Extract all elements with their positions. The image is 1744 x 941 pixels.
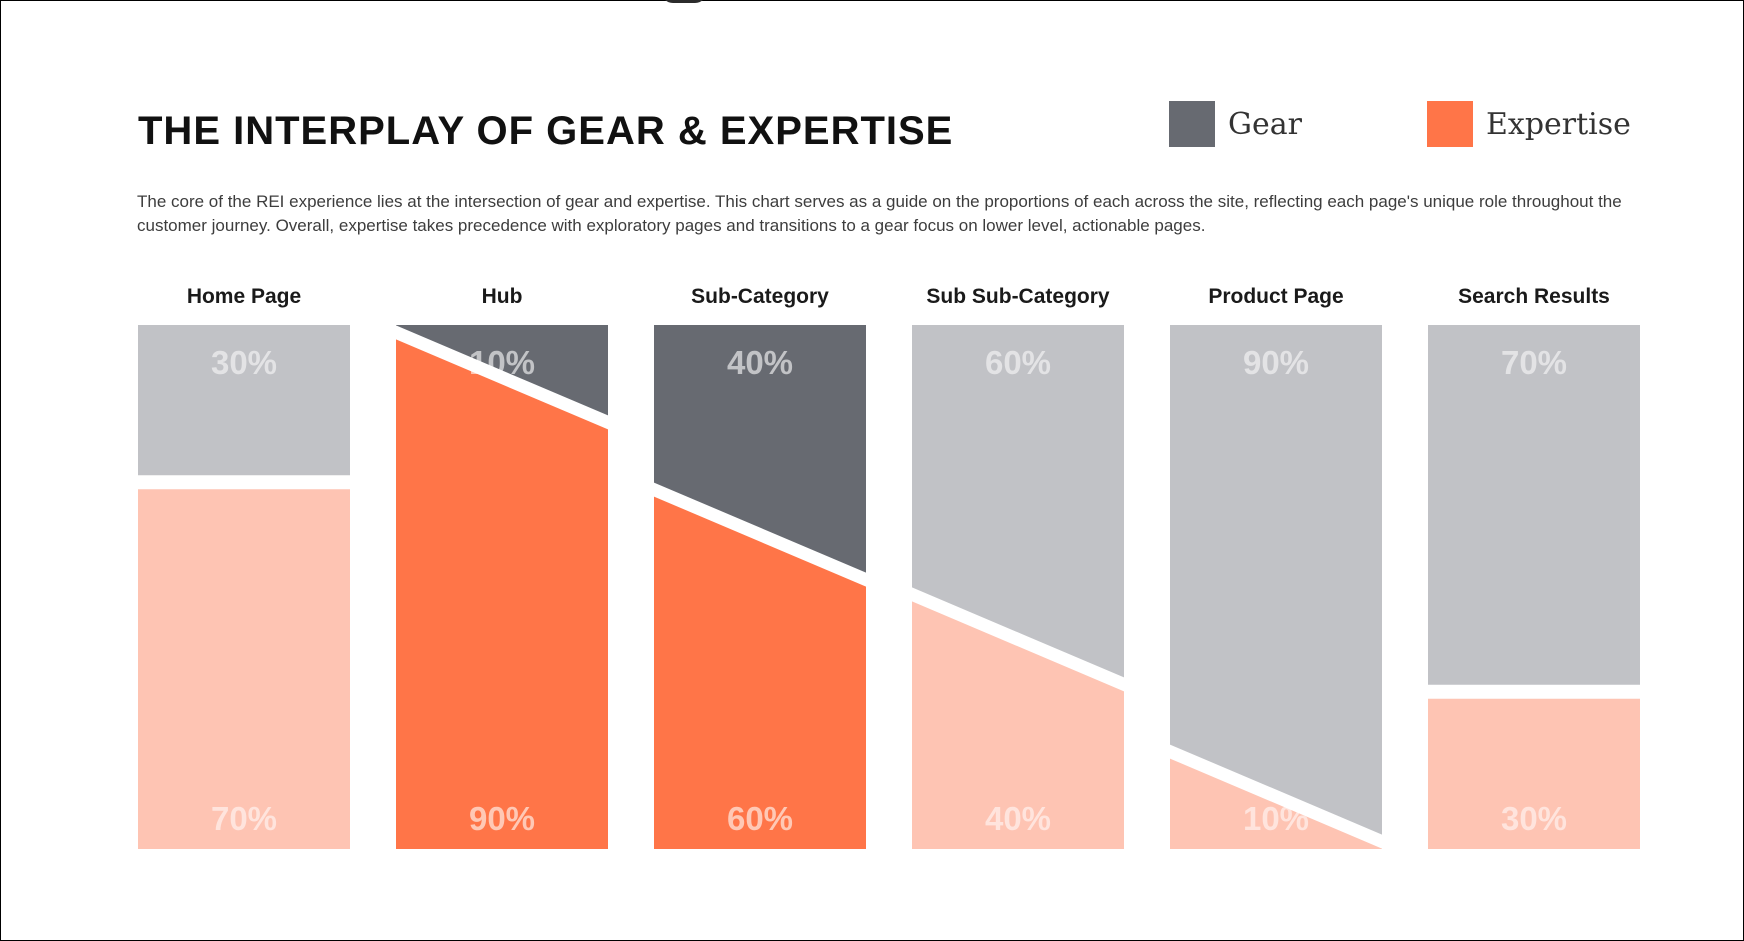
value-label-expertise-sub-category: 60% bbox=[727, 800, 793, 837]
bar-gear-sub-sub-category bbox=[912, 325, 1124, 678]
value-label-gear-product-page: 90% bbox=[1243, 344, 1309, 381]
bar-gear-home-page bbox=[138, 325, 350, 476]
legend-label-expertise: Expertise bbox=[1486, 106, 1631, 142]
value-label-expertise-sub-sub-category: 40% bbox=[985, 800, 1051, 837]
category-label-sub-sub-category: Sub Sub-Category bbox=[926, 285, 1109, 308]
category-label-hub: Hub bbox=[482, 285, 523, 308]
legend-item-gear: Gear bbox=[1169, 101, 1302, 147]
category-label-product-page: Product Page bbox=[1208, 285, 1343, 308]
value-label-gear-sub-sub-category: 60% bbox=[985, 344, 1051, 381]
value-label-gear-search-results: 70% bbox=[1501, 344, 1567, 381]
bar-gear-search-results bbox=[1428, 325, 1640, 685]
value-label-expertise-product-page: 10% bbox=[1243, 800, 1309, 837]
value-label-gear-home-page: 30% bbox=[211, 344, 277, 381]
legend-label-gear: Gear bbox=[1228, 106, 1302, 142]
legend-swatch-expertise bbox=[1427, 101, 1473, 147]
bar-gear-product-page bbox=[1170, 325, 1382, 835]
category-label-search-results: Search Results bbox=[1458, 285, 1610, 308]
bar-gear-sub-category bbox=[654, 325, 866, 573]
category-label-home-page: Home Page bbox=[187, 285, 301, 308]
category-label-sub-category: Sub-Category bbox=[691, 285, 829, 308]
bar-gear-hub bbox=[396, 325, 608, 416]
bar-expertise-hub bbox=[396, 339, 608, 849]
bar-expertise-product-page bbox=[1170, 758, 1382, 849]
legend-item-expertise: Expertise bbox=[1427, 101, 1631, 147]
bar-expertise-search-results bbox=[1428, 698, 1640, 849]
value-label-expertise-search-results: 30% bbox=[1501, 800, 1567, 837]
value-label-gear-sub-category: 40% bbox=[727, 344, 793, 381]
chart-description: The core of the REI experience lies at t… bbox=[137, 192, 1622, 235]
value-label-expertise-home-page: 70% bbox=[211, 800, 277, 837]
top-decoration bbox=[661, 0, 707, 3]
bar-expertise-sub-sub-category bbox=[912, 601, 1124, 849]
legend-swatch-gear bbox=[1169, 101, 1215, 147]
bar-expertise-home-page bbox=[138, 489, 350, 849]
chart-title: THE INTERPLAY OF GEAR & EXPERTISE bbox=[138, 109, 954, 153]
bar-expertise-sub-category bbox=[654, 496, 866, 849]
value-label-gear-hub: 10% bbox=[469, 344, 535, 381]
value-label-expertise-hub: 90% bbox=[469, 800, 535, 837]
